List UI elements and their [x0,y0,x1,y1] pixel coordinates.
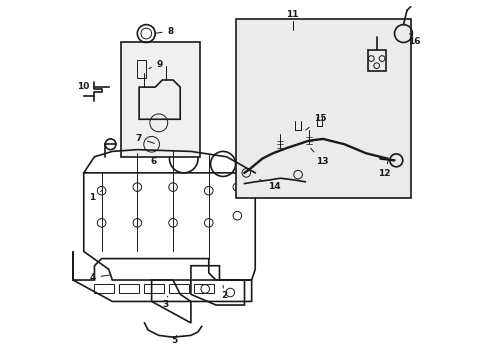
Bar [194,284,214,293]
Text: 15: 15 [305,114,326,130]
Bar [94,284,114,293]
Bar [119,284,139,293]
Text: 14: 14 [259,179,280,191]
Text: 16: 16 [407,33,420,46]
Text: 4: 4 [89,273,109,282]
Bar [367,50,385,71]
Text: 11: 11 [286,10,298,19]
Text: 3: 3 [162,296,168,309]
Text: 8: 8 [156,27,174,36]
Text: 5: 5 [171,336,177,345]
Bar [137,60,146,78]
Bar [121,42,200,157]
Text: 13: 13 [310,148,328,166]
Text: 10: 10 [77,82,89,91]
Text: 12: 12 [378,159,390,179]
Text: 6: 6 [150,157,156,166]
Bar [144,284,164,293]
Text: 7: 7 [135,134,154,143]
Text: 9: 9 [149,60,163,69]
Text: 2: 2 [221,285,227,300]
Bar [235,19,410,198]
Bar [169,284,189,293]
Text: 1: 1 [89,191,102,202]
